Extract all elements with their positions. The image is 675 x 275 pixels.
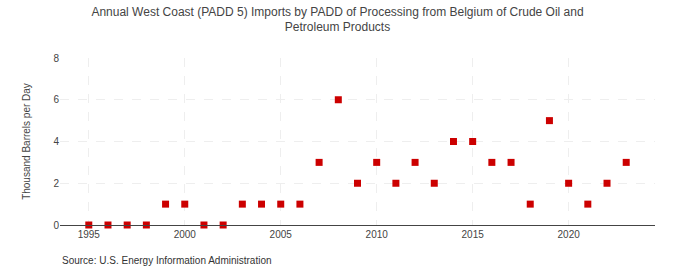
svg-text:2005: 2005 xyxy=(270,229,293,240)
svg-text:2015: 2015 xyxy=(462,229,485,240)
svg-text:6: 6 xyxy=(53,94,59,105)
svg-text:2: 2 xyxy=(53,178,59,189)
svg-text:0: 0 xyxy=(53,220,59,231)
svg-text:2000: 2000 xyxy=(174,229,197,240)
svg-text:Annual West Coast (PADD 5) Imp: Annual West Coast (PADD 5) Imports by PA… xyxy=(91,5,583,35)
svg-text:Thousand Barrels per Day: Thousand Barrels per Day xyxy=(21,83,32,200)
svg-text:Source: U.S. Energy Informatio: Source: U.S. Energy Information Administ… xyxy=(62,255,272,266)
svg-text:8: 8 xyxy=(53,53,59,64)
svg-text:2010: 2010 xyxy=(366,229,389,240)
svg-text:2020: 2020 xyxy=(558,229,581,240)
svg-text:4: 4 xyxy=(53,136,59,147)
svg-text:1995: 1995 xyxy=(78,229,101,240)
